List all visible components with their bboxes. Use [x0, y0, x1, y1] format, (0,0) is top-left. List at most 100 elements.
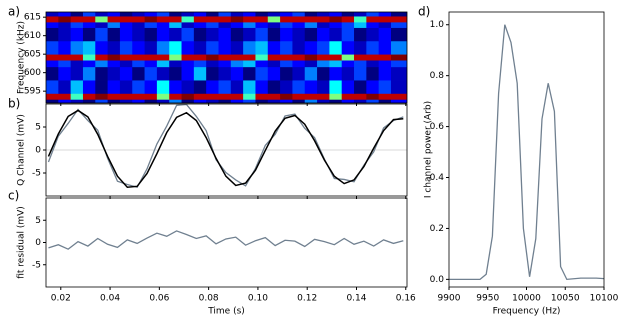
heatmap-cell: [341, 60, 355, 68]
heatmap-cell: [58, 80, 72, 94]
heatmap-cell: [193, 54, 207, 61]
heatmap-cell: [181, 99, 195, 103]
heatmap-cell: [169, 12, 182, 17]
heatmap-cell: [243, 66, 256, 81]
y-axis-label: I channel power (Arb): [424, 101, 434, 198]
heatmap-cell: [292, 54, 306, 61]
heatmap-cell: [366, 54, 380, 61]
heatmap-cell: [119, 80, 133, 94]
heatmap-cell: [280, 66, 293, 81]
heatmap-cell: [206, 27, 219, 42]
heatmap-cell: [354, 60, 367, 68]
heatmap-cell: [267, 54, 281, 61]
heatmap-cell: [218, 66, 232, 81]
y-tick-label: 0.8: [430, 71, 445, 81]
heatmap-cell: [119, 54, 133, 61]
heatmap-cell: [267, 80, 281, 94]
heatmap-cell: [169, 60, 182, 68]
heatmap-cell: [206, 66, 219, 81]
heatmap-cell: [267, 12, 281, 17]
heatmap-cell: [46, 16, 59, 23]
heatmap-cell: [304, 66, 318, 81]
heatmap-cell: [329, 12, 343, 17]
heatmap-cell: [218, 54, 232, 61]
heatmap-cell: [107, 93, 121, 100]
x-tick-label: 9950: [476, 294, 499, 304]
heatmap-cell: [82, 60, 96, 68]
heatmap-cell: [132, 40, 145, 55]
heatmap-cell: [119, 21, 133, 28]
heatmap-cell: [95, 16, 109, 23]
heatmap-cell: [144, 27, 158, 42]
y-tick-label: -5: [32, 260, 41, 270]
heatmap-cell: [169, 16, 182, 23]
y-tick-label: 0: [35, 238, 41, 248]
heatmap-cell: [366, 27, 380, 42]
heatmap-cell: [70, 60, 84, 68]
heatmap-cell: [304, 21, 318, 28]
axes-frame: [45, 197, 408, 288]
heatmap-cell: [70, 16, 84, 23]
heatmap-cell: [304, 93, 318, 100]
x-tick-label: 10000: [512, 294, 541, 304]
heatmap-cell: [70, 54, 84, 61]
heatmap-cell: [58, 54, 72, 61]
heatmap-cell: [46, 93, 59, 100]
heatmap-cell: [243, 93, 256, 100]
axes-frame: [448, 11, 605, 288]
heatmap-cell: [354, 40, 367, 55]
heatmap-cell: [132, 27, 145, 42]
heatmap-cell: [280, 93, 293, 100]
heatmap-cell: [230, 40, 244, 55]
x-tick-label: 0.14: [346, 294, 366, 304]
heatmap-cell: [156, 66, 170, 81]
heatmap-cell: [119, 93, 133, 100]
heatmap-cell: [280, 16, 293, 23]
heatmap-cell: [144, 93, 158, 100]
heatmap-cell: [46, 99, 59, 103]
heatmap-cell: [82, 12, 96, 17]
heatmap-cell: [255, 99, 269, 103]
heatmap-cell: [218, 99, 232, 103]
heatmap-cell: [46, 12, 59, 17]
heatmap-cell: [292, 40, 306, 55]
heatmap-cell: [218, 21, 232, 28]
heatmap-cell: [181, 16, 195, 23]
heatmap-cell: [132, 60, 145, 68]
heatmap-cell: [70, 40, 84, 55]
heatmap-cell: [132, 80, 145, 94]
heatmap-cell: [341, 16, 355, 23]
x-tick-label: 10100: [590, 294, 619, 304]
heatmap-cell: [230, 21, 244, 28]
heatmap-cell: [329, 54, 343, 61]
heatmap-cell: [378, 27, 392, 42]
plot-area: [449, 24, 604, 281]
heatmap-cell: [341, 66, 355, 81]
heatmap-cell: [58, 21, 72, 28]
y-tick-label: 0.2: [430, 224, 444, 234]
heatmap-cell: [317, 93, 330, 100]
heatmap-cell: [292, 99, 306, 103]
heatmap-cell: [230, 27, 244, 42]
heatmap-cell: [378, 93, 392, 100]
heatmap-cell: [119, 27, 133, 42]
heatmap-cell: [304, 99, 318, 103]
heatmap-cell: [390, 54, 407, 61]
heatmap-cell: [354, 12, 367, 17]
heatmap-cell: [82, 16, 96, 23]
heatmap-cell: [366, 99, 380, 103]
heatmap-cell: [366, 66, 380, 81]
heatmap-cell: [243, 80, 256, 94]
plot-area: [46, 104, 407, 189]
x-tick-label: 9900: [438, 294, 461, 304]
heatmap-cell: [132, 93, 145, 100]
heatmap-cell: [317, 60, 330, 68]
heatmap-cell: [390, 93, 407, 100]
y-axis-label: Frequency (kHz): [17, 21, 27, 94]
heatmap-cell: [119, 12, 133, 17]
data-line: [47, 104, 404, 189]
heatmap-cell: [317, 27, 330, 42]
x-axis-label: Time (s): [207, 307, 245, 317]
heatmap-cell: [230, 54, 244, 61]
heatmap-cell: [230, 60, 244, 68]
